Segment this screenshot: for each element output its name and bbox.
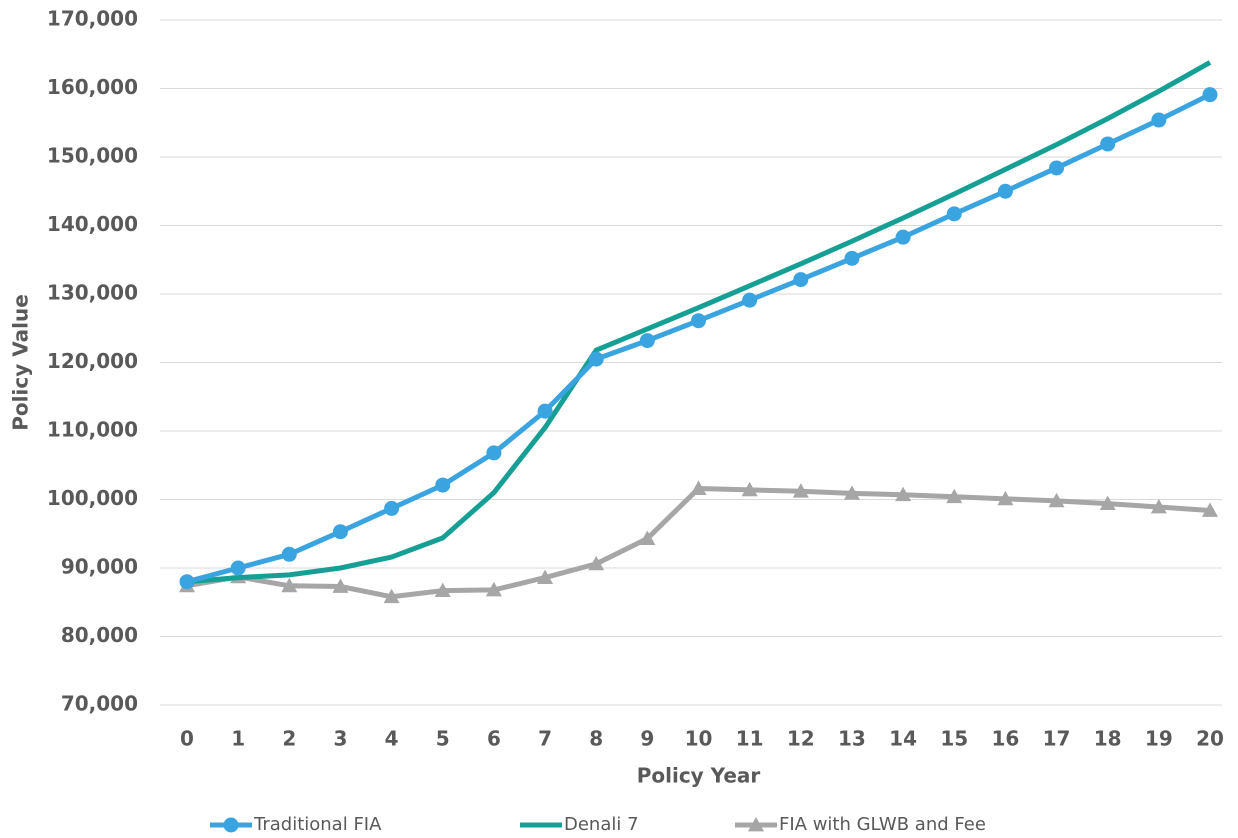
gridlines [160,19,1222,706]
x-tick-label: 12 [787,727,815,751]
data-point [844,250,860,266]
data-point [179,574,195,590]
x-tick-label: 6 [487,727,501,751]
data-point [792,483,809,498]
x-tick-label: 15 [940,727,968,751]
x-axis-title: Policy Year [637,764,761,788]
data-point [741,481,758,497]
data-point [230,560,246,576]
series-traditional-fia [179,87,1218,590]
y-tick-label: 130,000 [47,281,138,305]
x-tick-label: 10 [685,727,713,751]
data-point [1151,112,1167,128]
data-point [946,206,962,222]
data-point [1202,87,1218,103]
y-tick-label: 80,000 [61,623,138,647]
y-axis-ticks: 70,000 80,000 90,000 100,000 110,000 120,000 1… [47,7,138,716]
y-tick-label: 160,000 [47,75,138,99]
data-point [691,313,706,329]
y-tick-label: 140,000 [47,212,138,236]
data-point [332,578,349,593]
x-tick-label: 13 [838,727,866,751]
x-tick-label: 5 [436,727,450,751]
x-tick-label: 19 [1145,727,1173,751]
legend-item: Denali 7 [520,814,639,835]
x-tick-label: 8 [589,727,603,751]
data-point [1202,502,1218,517]
x-tick-label: 4 [385,727,399,751]
series-denali-7 [186,60,1212,585]
data-point [639,333,655,349]
series-lines [179,60,1218,604]
data-point [639,530,656,545]
data-point [435,477,451,493]
y-tick-label: 150,000 [47,144,138,168]
series-fia-with-glwb-and-fee [179,480,1218,604]
x-tick-label: 14 [889,727,917,751]
data-point [895,486,912,502]
x-tick-label: 11 [736,727,764,751]
data-point [332,524,348,540]
y-axis-title: Policy Value [9,294,33,431]
y-tick-label: 120,000 [47,349,138,373]
legend-label: FIA with GLWB and Fee [779,814,986,835]
legend-label: Traditional FIA [253,814,382,835]
data-point [384,500,400,516]
data-point [537,403,553,419]
legend-item: FIA with GLWB and Fee [735,814,986,835]
data-point [946,488,963,504]
data-point [1048,492,1065,508]
series-line [186,60,1212,585]
y-tick-label: 170,000 [47,7,138,31]
x-tick-label: 2 [282,727,296,751]
y-tick-label: 90,000 [61,555,138,579]
y-tick-label: 100,000 [47,486,138,510]
data-point [1099,495,1116,511]
x-tick-label: 20 [1196,727,1224,751]
data-point [281,546,297,562]
data-point [997,183,1013,199]
data-point [690,480,707,495]
legend: Traditional FIA Denali 7 FIA with GLWB and… [210,814,986,835]
data-point [742,292,758,308]
x-tick-label: 17 [1043,727,1071,751]
data-point [895,229,911,245]
data-point [843,485,860,500]
x-tick-label: 18 [1094,727,1122,751]
data-point [1150,499,1167,514]
data-point [1100,136,1116,152]
y-tick-label: 70,000 [61,692,138,716]
legend-marker [748,817,764,832]
legend-label: Denali 7 [564,814,639,835]
data-point [588,351,604,367]
data-point [485,581,502,597]
x-tick-label: 16 [991,727,1019,751]
data-point [434,582,451,598]
legend-marker [223,817,239,833]
data-point [588,555,605,571]
x-tick-label: 1 [231,727,245,751]
x-tick-label: 7 [538,727,552,751]
y-tick-label: 110,000 [47,418,138,442]
data-point [281,577,298,593]
data-point [486,445,502,461]
data-point [383,588,400,604]
x-tick-label: 9 [640,727,654,751]
data-point [793,272,809,288]
x-tick-label: 3 [333,727,347,751]
legend-item: Traditional FIA [210,814,382,835]
x-axis-ticks: 0 1 2 3 4 5 6 7 8 9 10 11 12 13 14 15 16 17 18 19 20 [180,727,1224,751]
data-point [537,569,554,584]
data-point [1049,160,1065,176]
x-tick-label: 0 [180,727,194,751]
data-point [997,490,1014,506]
